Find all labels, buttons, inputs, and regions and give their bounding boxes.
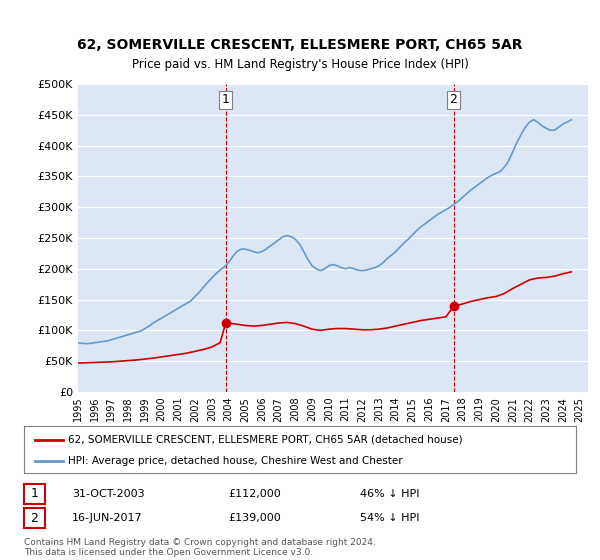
Text: £139,000: £139,000 <box>228 513 281 523</box>
Text: 62, SOMERVILLE CRESCENT, ELLESMERE PORT, CH65 5AR (detached house): 62, SOMERVILLE CRESCENT, ELLESMERE PORT,… <box>68 435 463 445</box>
Text: 2: 2 <box>31 511 38 525</box>
Text: 31-OCT-2003: 31-OCT-2003 <box>72 489 145 499</box>
Text: Contains HM Land Registry data © Crown copyright and database right 2024.
This d: Contains HM Land Registry data © Crown c… <box>24 538 376 557</box>
Text: 1: 1 <box>222 93 230 106</box>
Text: 54% ↓ HPI: 54% ↓ HPI <box>360 513 419 523</box>
Text: Price paid vs. HM Land Registry's House Price Index (HPI): Price paid vs. HM Land Registry's House … <box>131 58 469 71</box>
Text: 1: 1 <box>31 487 38 501</box>
Text: 16-JUN-2017: 16-JUN-2017 <box>72 513 143 523</box>
Text: HPI: Average price, detached house, Cheshire West and Chester: HPI: Average price, detached house, Ches… <box>68 456 403 466</box>
Text: 62, SOMERVILLE CRESCENT, ELLESMERE PORT, CH65 5AR: 62, SOMERVILLE CRESCENT, ELLESMERE PORT,… <box>77 38 523 52</box>
Text: £112,000: £112,000 <box>228 489 281 499</box>
Text: 46% ↓ HPI: 46% ↓ HPI <box>360 489 419 499</box>
Text: 2: 2 <box>449 93 457 106</box>
